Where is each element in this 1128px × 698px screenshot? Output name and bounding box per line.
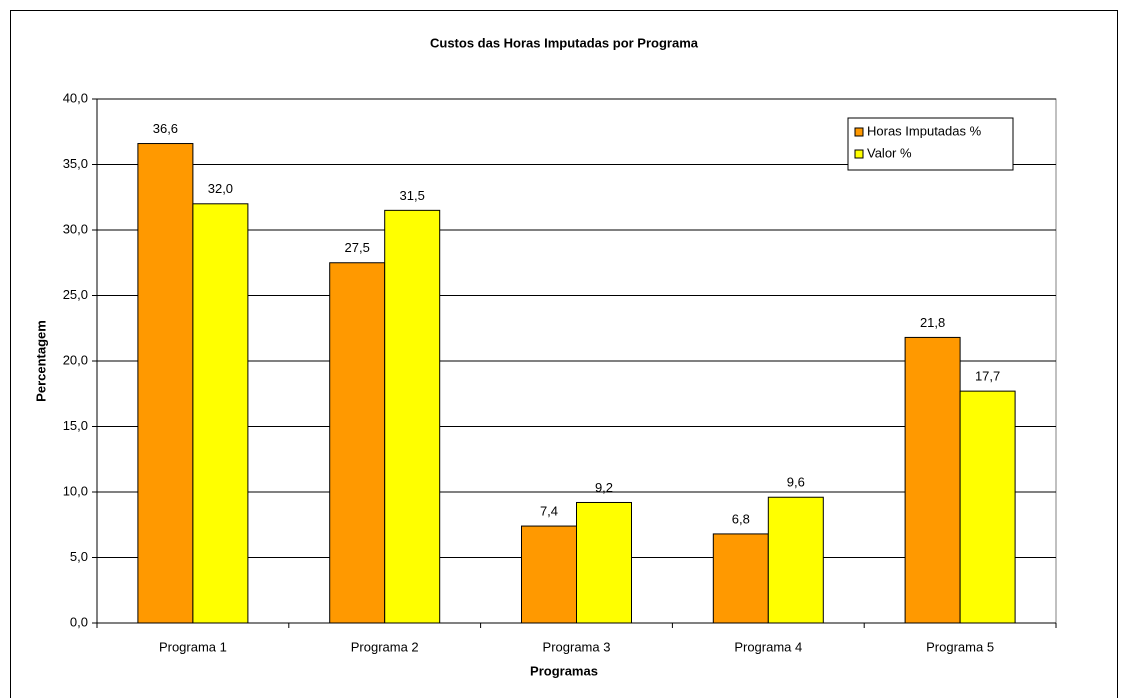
data-label: 7,4 — [540, 503, 558, 518]
chart-title: Custos das Horas Imputadas por Programa — [430, 35, 699, 50]
legend-swatch — [854, 127, 864, 137]
y-tick-label: 40,0 — [63, 90, 88, 105]
x-tick-label: Programa 1 — [159, 639, 227, 654]
y-tick-label: 5,0 — [70, 549, 88, 564]
bar — [192, 203, 249, 624]
data-label: 31,5 — [400, 188, 425, 203]
legend-label: Horas Imputadas % — [867, 123, 982, 138]
data-label: 9,6 — [787, 475, 805, 490]
data-label: 17,7 — [975, 369, 1000, 384]
y-tick-label: 0,0 — [70, 614, 88, 629]
bar — [329, 262, 386, 624]
bar — [712, 533, 769, 624]
data-label: 32,0 — [208, 181, 233, 196]
x-tick-label: Programa 5 — [926, 639, 994, 654]
y-tick-label: 20,0 — [63, 352, 88, 367]
legend-box — [847, 117, 1014, 171]
y-tick-label: 35,0 — [63, 156, 88, 171]
bar — [521, 525, 577, 624]
bar — [137, 143, 194, 624]
data-label: 6,8 — [732, 511, 750, 526]
x-tick-label: Programa 4 — [734, 639, 802, 654]
bar — [576, 501, 632, 624]
y-tick-label: 25,0 — [63, 287, 88, 302]
y-tick-label: 15,0 — [63, 418, 88, 433]
y-axis-title: Percentagem — [33, 320, 48, 402]
legend-label: Valor % — [867, 145, 912, 160]
bar — [767, 496, 824, 624]
bar — [959, 390, 1016, 624]
bar — [904, 336, 961, 624]
y-tick-label: 10,0 — [63, 483, 88, 498]
data-label: 9,2 — [595, 480, 613, 495]
data-label: 27,5 — [345, 240, 370, 255]
legend-swatch — [854, 149, 864, 159]
x-tick-label: Programa 3 — [543, 639, 611, 654]
data-label: 21,8 — [920, 315, 945, 330]
x-axis-title: Programas — [530, 663, 598, 678]
y-tick-label: 30,0 — [63, 221, 88, 236]
x-tick-label: Programa 2 — [351, 639, 419, 654]
bar — [384, 209, 441, 624]
data-label: 36,6 — [153, 121, 178, 136]
